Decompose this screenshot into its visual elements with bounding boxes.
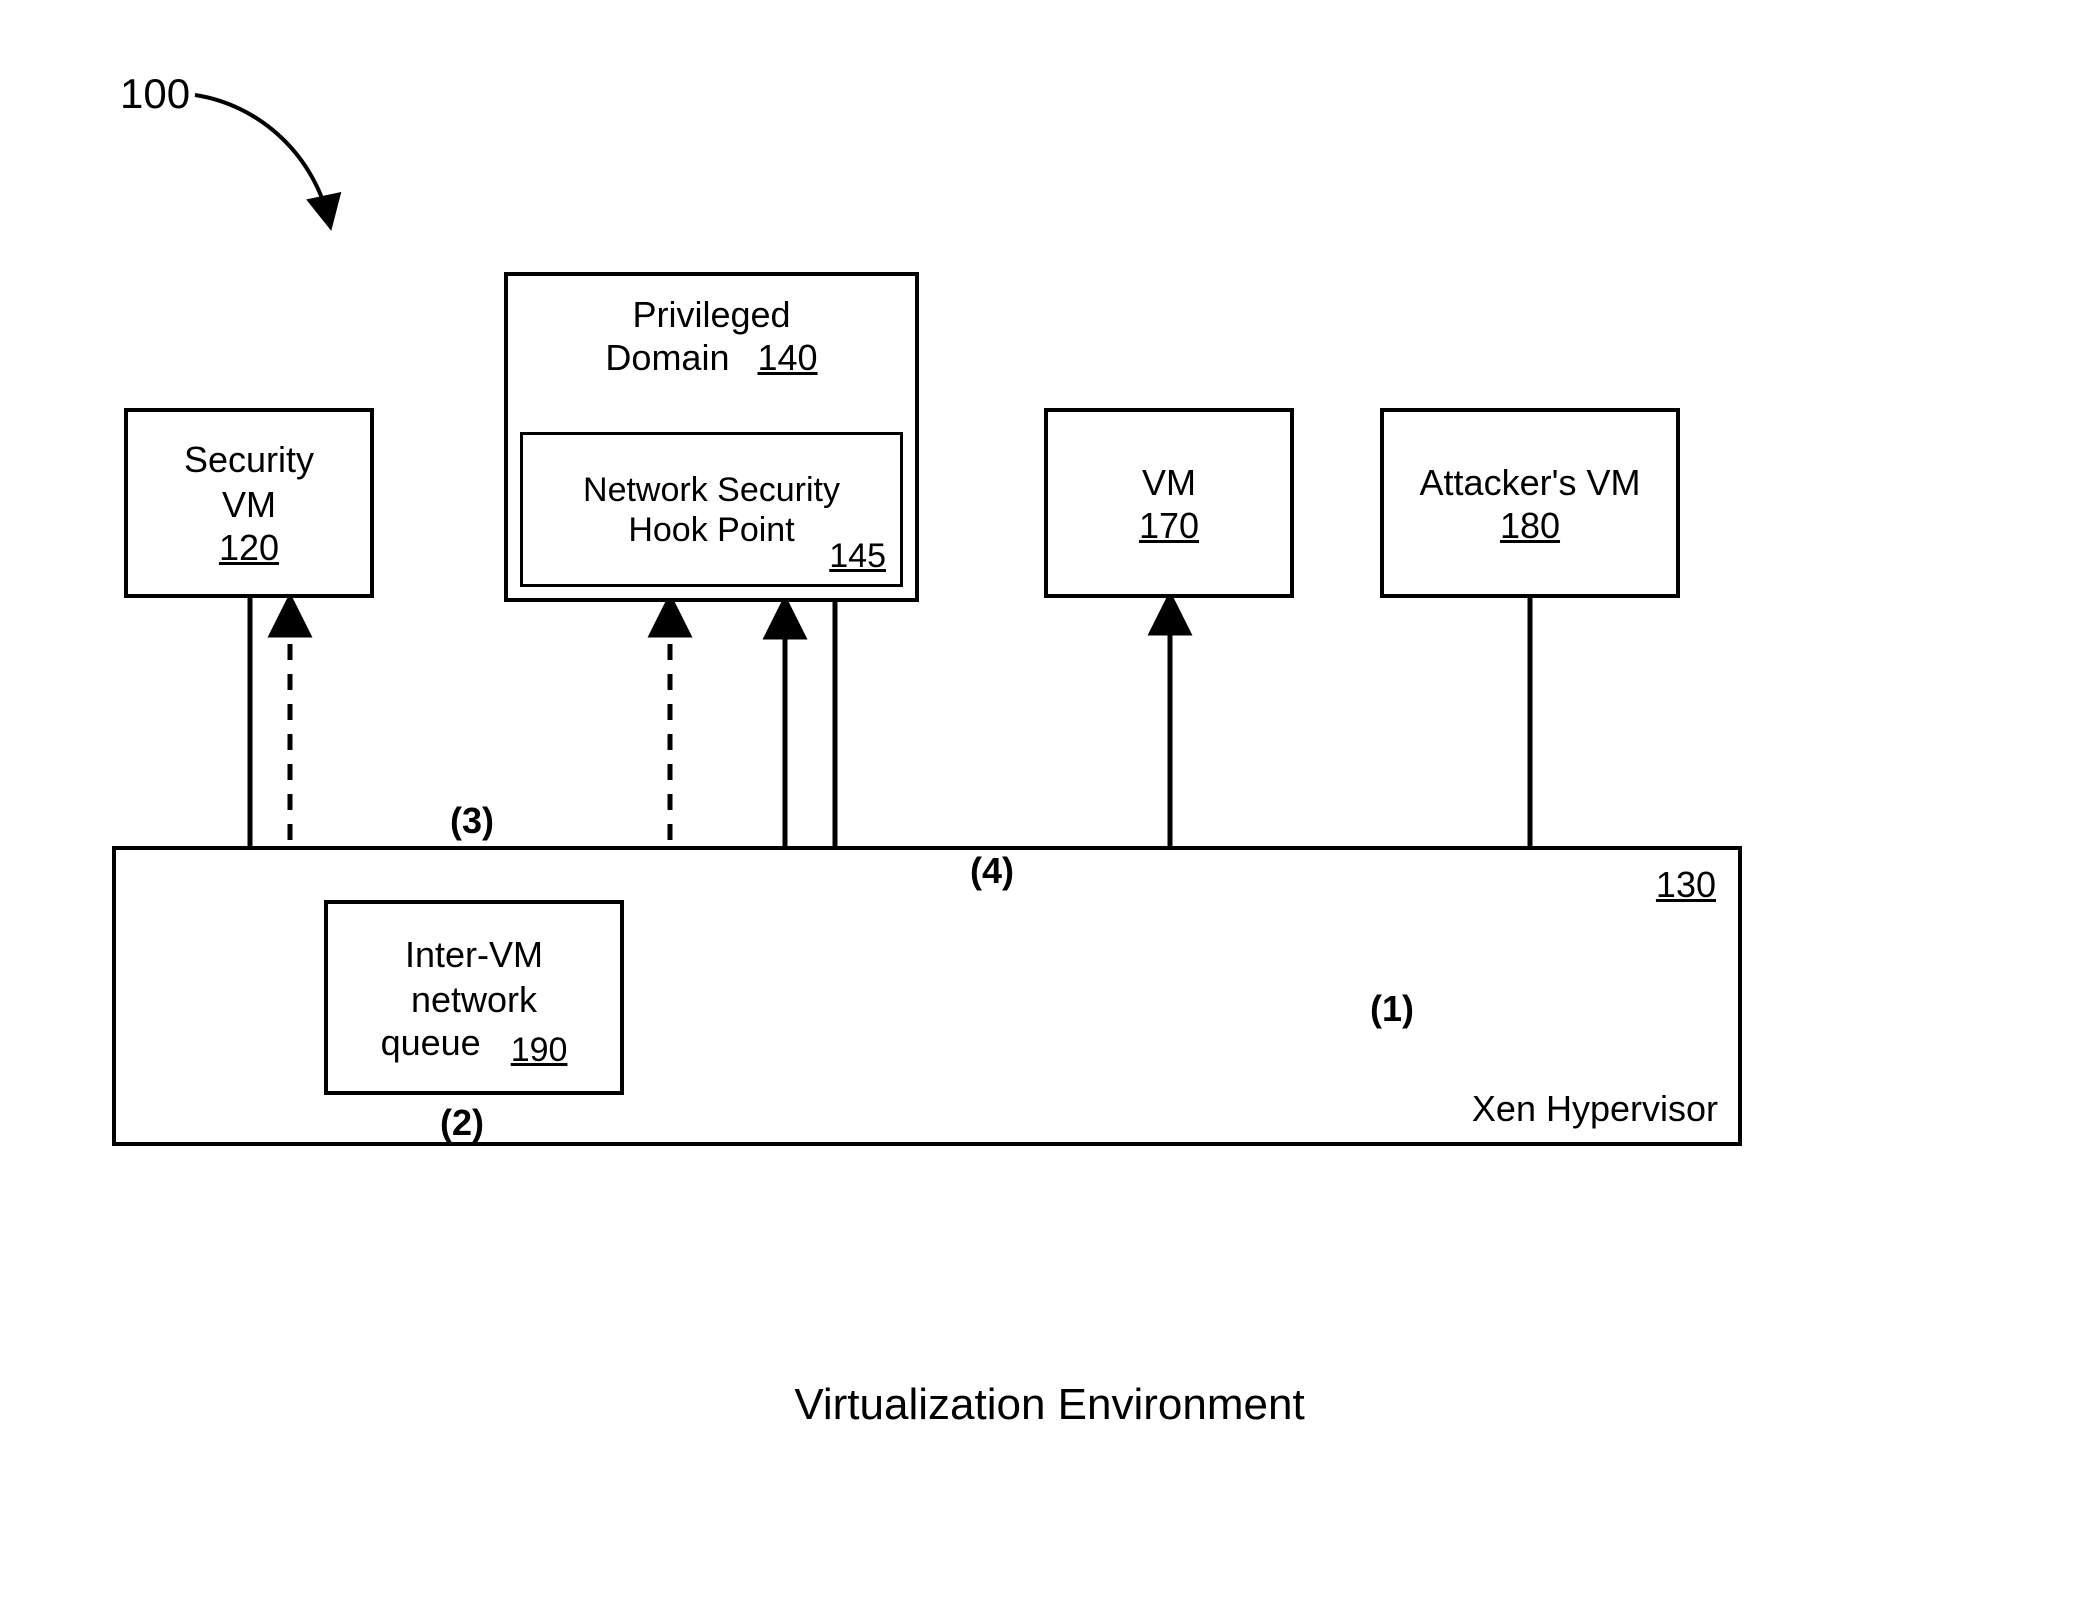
hook-point-box: Network Security Hook Point 145: [520, 432, 903, 587]
figure-title: Virtualization Environment: [0, 1380, 2099, 1430]
hypervisor-ref: 130: [1656, 864, 1716, 906]
hook-point-line1: Network Security: [583, 469, 840, 512]
attacker-vm-line1: Attacker's VM: [1420, 460, 1641, 505]
queue-line1: Inter-VM: [405, 932, 543, 977]
vm-line1: VM: [1142, 460, 1196, 505]
figure-ref-100: 100: [120, 70, 190, 118]
security-vm-line2: VM: [222, 482, 276, 527]
hook-point-ref: 145: [829, 537, 886, 576]
diagram-canvas: 100 130 Xen Hypervisor Inter-VM: [0, 0, 2099, 1598]
connectors-svg: [0, 0, 2099, 1598]
edge-label-2: (2): [440, 1102, 484, 1144]
edge-label-3: (3): [450, 800, 494, 842]
queue-line3: queue: [381, 1022, 481, 1064]
attacker-vm-box: Attacker's VM 180: [1380, 408, 1680, 598]
vm-ref: 170: [1139, 505, 1199, 547]
ref-100-arrow: [195, 95, 330, 225]
edge-label-1: (1): [1370, 988, 1414, 1030]
queue-line2: network: [411, 977, 537, 1022]
hook-point-line2: Hook Point: [628, 511, 794, 550]
queue-box: Inter-VM network queue 190: [324, 900, 624, 1095]
security-vm-box: Security VM 120: [124, 408, 374, 598]
security-vm-ref: 120: [219, 527, 279, 569]
hypervisor-label: Xen Hypervisor: [1472, 1088, 1718, 1130]
attacker-vm-ref: 180: [1500, 505, 1560, 547]
privileged-domain-line2: Domain: [605, 337, 729, 379]
edge-label-4: (4): [970, 850, 1014, 892]
vm-box: VM 170: [1044, 408, 1294, 598]
security-vm-line1: Security: [184, 437, 314, 482]
queue-ref: 190: [511, 1031, 568, 1070]
privileged-domain-ref: 140: [757, 337, 817, 379]
privileged-domain-line1: Privileged: [632, 292, 790, 337]
